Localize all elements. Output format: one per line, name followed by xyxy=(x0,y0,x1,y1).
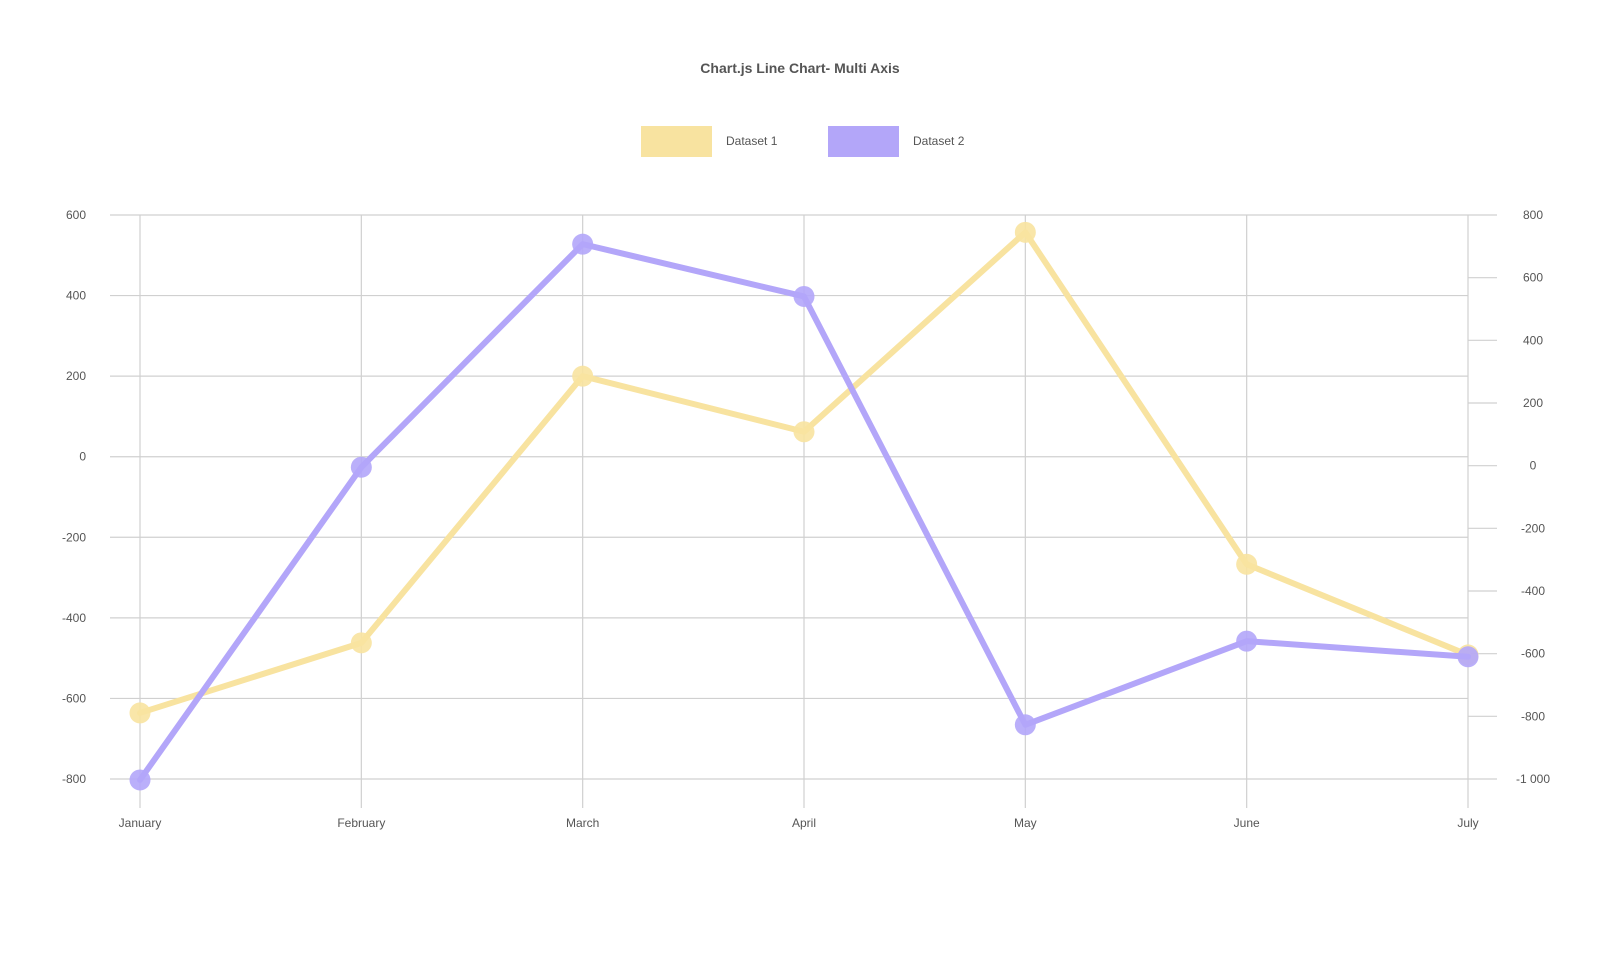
series-2-point[interactable] xyxy=(1457,646,1479,668)
y-right-tick-label: 800 xyxy=(1523,208,1543,222)
y-left-tick-label: -600 xyxy=(62,691,86,705)
series-1-point[interactable] xyxy=(572,365,594,387)
x-tick-label: May xyxy=(1014,816,1037,830)
y-right-tick-label: -1 000 xyxy=(1516,772,1550,786)
series-2-point[interactable] xyxy=(350,456,372,478)
x-axis: January February March April May June July xyxy=(119,816,1479,830)
y-right-tick-label: -800 xyxy=(1521,709,1545,723)
x-tick-label: January xyxy=(119,816,162,830)
series-1-point[interactable] xyxy=(793,421,815,443)
y-left-tick-label: 200 xyxy=(66,369,86,383)
x-tick-label: February xyxy=(337,816,385,830)
y-right-tick-label: 200 xyxy=(1523,396,1543,410)
y-right-tick-label: 600 xyxy=(1523,271,1543,285)
legend-swatch-1[interactable] xyxy=(641,126,712,157)
y-right-tick-label: -600 xyxy=(1521,647,1545,661)
legend-label-1[interactable]: Dataset 1 xyxy=(726,134,778,148)
y-right-tick-label: 400 xyxy=(1523,333,1543,347)
y-left-tick-label: -800 xyxy=(62,772,86,786)
y-axis-left: 600 400 200 0 -200 -400 -600 -800 xyxy=(62,208,86,786)
series-2-point[interactable] xyxy=(1236,630,1258,652)
series-layer xyxy=(129,221,1479,791)
y-right-tick-label: 0 xyxy=(1530,459,1537,473)
chart-title: Chart.js Line Chart- Multi Axis xyxy=(700,60,900,76)
series-2-point[interactable] xyxy=(1014,714,1036,736)
y-left-tick-label: -200 xyxy=(62,530,86,544)
series-2-point[interactable] xyxy=(572,233,594,255)
series-1-point[interactable] xyxy=(1014,221,1036,243)
series-2-point[interactable] xyxy=(129,769,151,791)
series-1-point[interactable] xyxy=(350,632,372,654)
y-right-tick-label: -200 xyxy=(1521,521,1545,535)
y-left-tick-label: 0 xyxy=(79,450,86,464)
series-2-point[interactable] xyxy=(793,285,815,307)
x-tick-label: July xyxy=(1457,816,1478,830)
y-right-tick-label: -400 xyxy=(1521,584,1545,598)
y-axis-right: 800 600 400 200 0 -200 -400 -600 -800 -1 000 xyxy=(1468,208,1550,786)
y-left-tick-label: 400 xyxy=(66,289,86,303)
y-left-tick-label: 600 xyxy=(66,208,86,222)
legend: Dataset 1 Dataset 2 xyxy=(641,126,965,157)
x-tick-label: March xyxy=(566,816,599,830)
x-tick-label: June xyxy=(1234,816,1260,830)
legend-swatch-2[interactable] xyxy=(828,126,899,157)
legend-label-2[interactable]: Dataset 2 xyxy=(913,134,965,148)
x-tick-label: April xyxy=(792,816,816,830)
series-1-point[interactable] xyxy=(1236,553,1258,575)
grid xyxy=(110,214,1469,808)
series-1-point[interactable] xyxy=(129,702,151,724)
y-left-tick-label: -400 xyxy=(62,611,86,625)
